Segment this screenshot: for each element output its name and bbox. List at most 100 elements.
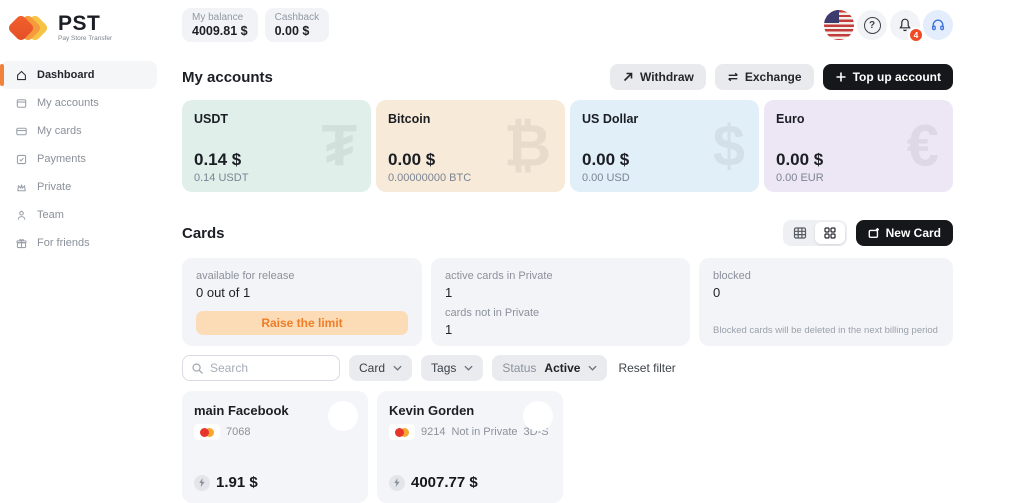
brand-tagline: Pay Store Transfer bbox=[58, 35, 113, 42]
status-filter-value: Active bbox=[544, 361, 581, 375]
mastercard-icon bbox=[194, 424, 220, 440]
blocked-stat-box: blocked 0 Blocked cards will be deleted … bbox=[699, 258, 953, 346]
balance-chip[interactable]: My balance 4009.81 $ bbox=[182, 8, 258, 42]
blocked-note: Blocked cards will be deleted in the nex… bbox=[713, 325, 938, 336]
wallet-name: Bitcoin bbox=[388, 112, 431, 126]
gift-icon bbox=[16, 238, 27, 248]
table-view-button[interactable] bbox=[785, 222, 815, 244]
card-name: main Facebook bbox=[194, 403, 289, 418]
wallet-name: USDT bbox=[194, 112, 229, 126]
top-bar: My balance 4009.81 $ Cashback 0.00 $ ? 4 bbox=[182, 0, 953, 43]
exchange-arrows-icon bbox=[728, 72, 738, 82]
cashback-chip[interactable]: Cashback 0.00 $ bbox=[264, 8, 330, 42]
wallet-subvalue: 0.00 USD bbox=[582, 172, 630, 184]
status-filter-label: Status bbox=[502, 361, 537, 375]
support-button[interactable] bbox=[923, 10, 953, 40]
grid-view-button[interactable] bbox=[814, 222, 845, 244]
question-mark-icon: ? bbox=[863, 16, 881, 34]
reset-filter-link[interactable]: Reset filter bbox=[618, 361, 676, 375]
sidebar-menu: Dashboard My accounts My cards Payments … bbox=[0, 61, 166, 257]
card-balance: 1.91 $ bbox=[216, 474, 258, 491]
wallet-subvalue: 0.00000000 BTC bbox=[388, 172, 472, 184]
balance-value: 4009.81 $ bbox=[192, 24, 248, 38]
brand-logo[interactable]: PST Pay Store Transfer bbox=[0, 0, 166, 52]
new-card-button[interactable]: New Card bbox=[855, 220, 953, 246]
sidebar-item-label: My accounts bbox=[37, 97, 99, 109]
user-card[interactable]: Kevin Gorden 9214 Not in Private 3D-S 40… bbox=[377, 391, 563, 503]
lightning-icon bbox=[194, 474, 210, 491]
release-stat-box: available for release 0 out of 1 Raise t… bbox=[182, 258, 422, 346]
headphones-icon bbox=[931, 19, 945, 31]
exchange-label: Exchange bbox=[744, 70, 802, 84]
wallet-name: US Dollar bbox=[582, 112, 639, 126]
wallet-card-usd[interactable]: US Dollar 0.00 $ 0.00 USD $ bbox=[570, 100, 759, 192]
wallet-value: 0.00 $ bbox=[776, 150, 824, 169]
person-icon bbox=[17, 210, 26, 220]
search-box[interactable] bbox=[182, 355, 340, 381]
release-value: 0 out of 1 bbox=[196, 285, 251, 300]
chevron-down-icon bbox=[393, 365, 402, 371]
active-in-private-label: active cards in Private bbox=[445, 270, 553, 282]
tags-filter-dropdown[interactable]: Tags bbox=[421, 355, 484, 381]
us-flag-icon bbox=[824, 10, 839, 23]
sidebar-item-label: For friends bbox=[37, 237, 90, 249]
sidebar-item-private[interactable]: Private bbox=[0, 173, 157, 201]
sidebar-item-my-cards[interactable]: My cards bbox=[0, 117, 157, 145]
user-card[interactable]: main Facebook 7068 1.91 $ bbox=[182, 391, 368, 503]
top-up-account-button[interactable]: Top up account bbox=[822, 64, 953, 90]
help-button[interactable]: ? bbox=[857, 10, 887, 40]
sidebar-item-payments[interactable]: Payments bbox=[0, 145, 157, 173]
home-icon bbox=[17, 70, 26, 80]
card-tag: Not in Private bbox=[451, 426, 518, 438]
active-in-private-value: 1 bbox=[445, 285, 453, 300]
raise-limit-button[interactable]: Raise the limit bbox=[196, 311, 408, 335]
sidebar-item-for-friends[interactable]: For friends bbox=[0, 229, 157, 257]
status-filter-dropdown[interactable]: Status Active bbox=[492, 355, 608, 381]
card-plus-icon bbox=[868, 228, 879, 238]
search-icon bbox=[192, 362, 203, 374]
sidebar-item-my-accounts[interactable]: My accounts bbox=[0, 89, 157, 117]
card-avatar bbox=[523, 401, 553, 431]
not-in-private-label: cards not in Private bbox=[445, 307, 540, 319]
blocked-value: 0 bbox=[713, 285, 721, 300]
brand-logo-icon bbox=[6, 10, 50, 46]
wallet-subvalue: 0.00 EUR bbox=[776, 172, 824, 184]
wallet-name: Euro bbox=[776, 112, 805, 126]
card-filter-dropdown[interactable]: Card bbox=[349, 355, 413, 381]
wallet-value: 0.14 $ bbox=[194, 150, 242, 169]
wallet-card-euro[interactable]: Euro 0.00 $ 0.00 EUR € bbox=[764, 100, 953, 192]
bell-icon bbox=[899, 18, 911, 32]
card-filter-label: Card bbox=[359, 361, 386, 375]
wallet-card-bitcoin[interactable]: Bitcoin 0.00 $ 0.00000000 BTC ₿ bbox=[376, 100, 565, 192]
search-input[interactable] bbox=[210, 361, 331, 375]
lightning-icon bbox=[389, 474, 405, 491]
balance-label: My balance bbox=[192, 12, 244, 23]
cards-title: Cards bbox=[182, 224, 225, 242]
crown-icon bbox=[17, 183, 26, 191]
sidebar-item-label: Private bbox=[37, 181, 72, 193]
language-flag-button[interactable] bbox=[824, 10, 854, 40]
wallet-value: 0.00 $ bbox=[582, 150, 630, 169]
notifications-button[interactable]: 4 bbox=[890, 10, 924, 43]
chevron-down-icon bbox=[588, 365, 598, 371]
brand-name: PST bbox=[58, 12, 101, 35]
wallet-card-usdt[interactable]: USDT 0.14 $ 0.14 USDT ₮ bbox=[182, 100, 371, 192]
chevron-down-icon bbox=[464, 365, 473, 371]
wallet-icon bbox=[16, 98, 27, 108]
card-balance: 4007.77 $ bbox=[411, 474, 478, 491]
plus-icon bbox=[836, 72, 846, 82]
not-in-private-value: 1 bbox=[445, 322, 453, 337]
exchange-button[interactable]: Exchange bbox=[714, 64, 814, 90]
card-last4: 7068 bbox=[226, 426, 251, 438]
release-label: available for release bbox=[196, 270, 295, 282]
wallet-subvalue: 0.14 USDT bbox=[194, 172, 249, 184]
sidebar: PST Pay Store Transfer Dashboard My acco… bbox=[0, 0, 166, 503]
withdraw-button[interactable]: Withdraw bbox=[609, 64, 706, 90]
sidebar-item-dashboard[interactable]: Dashboard bbox=[0, 61, 157, 89]
top-icon-group: ? 4 bbox=[824, 10, 953, 43]
accounts-header: My accounts Withdraw Exchange Top up acc… bbox=[182, 64, 953, 90]
arrow-up-right-icon bbox=[623, 72, 633, 82]
sidebar-item-label: My cards bbox=[37, 125, 82, 137]
card-name: Kevin Gorden bbox=[389, 403, 475, 418]
sidebar-item-team[interactable]: Team bbox=[0, 201, 157, 229]
